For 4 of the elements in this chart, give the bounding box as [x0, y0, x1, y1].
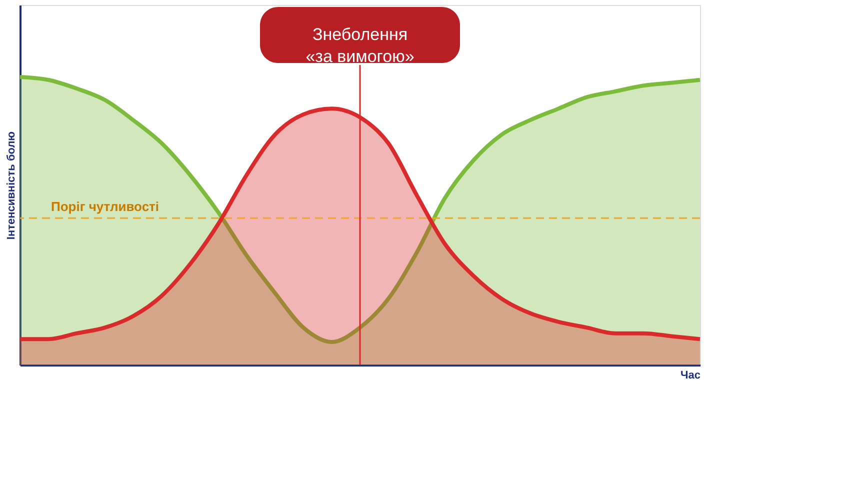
x-axis-title: Час [680, 370, 700, 382]
ref-line-label: Поріг чутливості [50, 199, 160, 214]
y-axis-title: Інтенсивність болю [6, 131, 18, 240]
text: Знеболення «за вимогою» [306, 25, 414, 66]
